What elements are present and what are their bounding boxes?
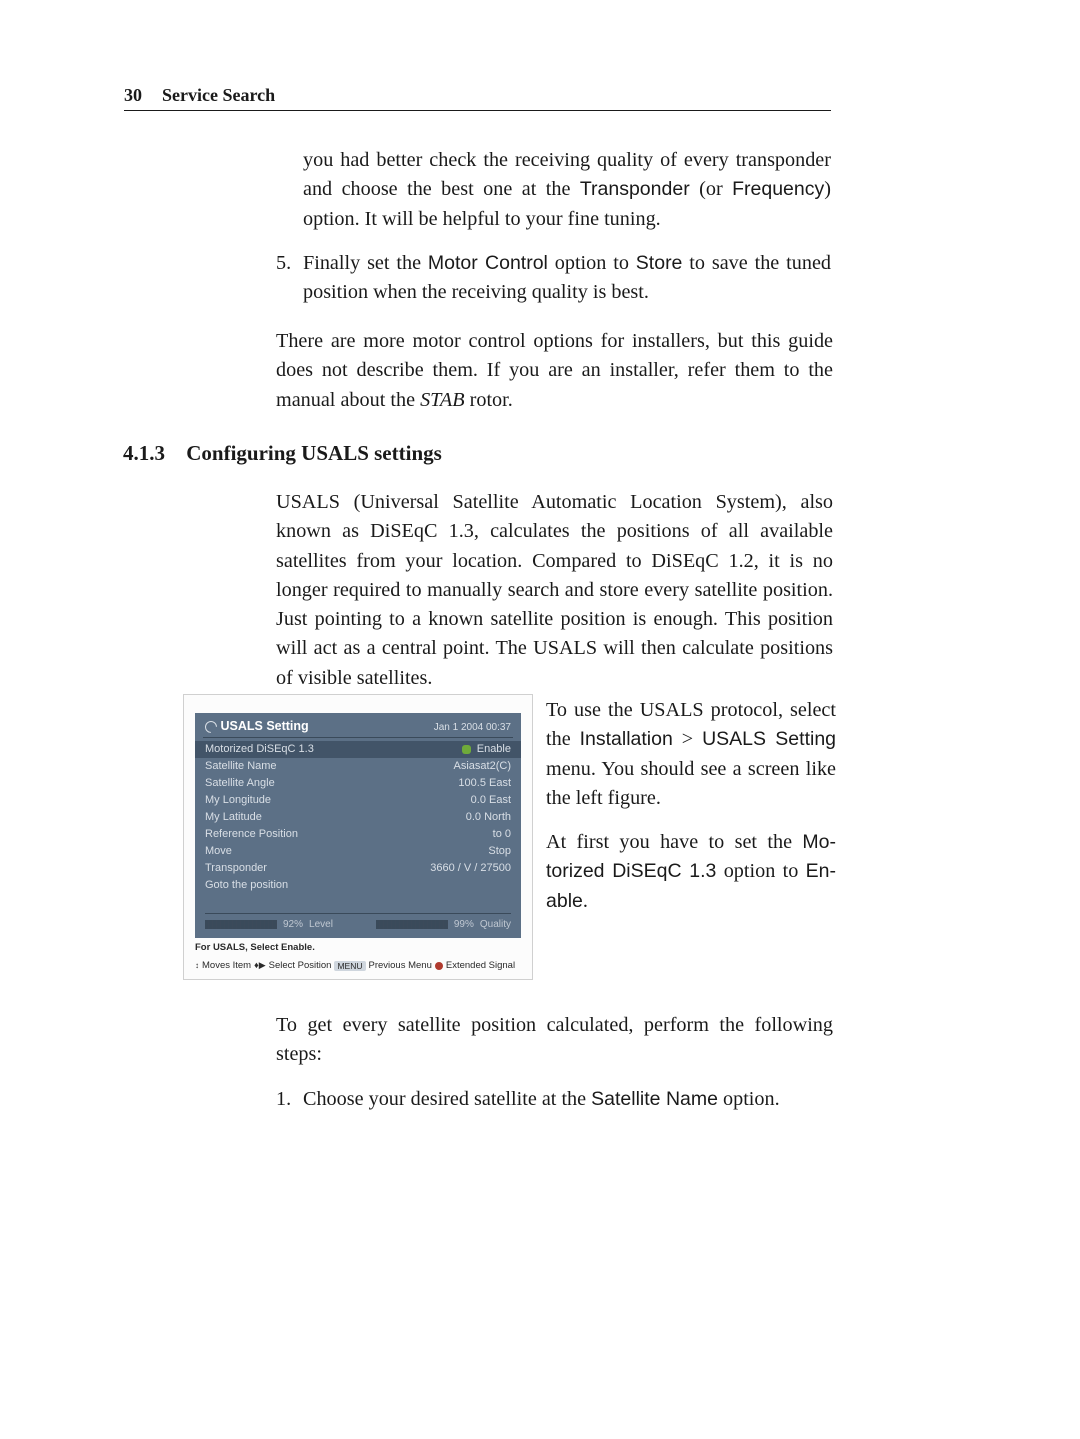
usals-row-value: 3660 / V / 27500 [430,860,511,877]
page-number: 30 [124,85,142,105]
usals-row-key: My Latitude [205,809,262,826]
menu-key-icon: MENU [334,961,365,971]
list-marker: 5. [276,249,291,278]
usals-signal-bars: 92% Level 99% Quality [205,913,511,930]
text: . [583,890,588,912]
ui-term-frequency: Frequency [732,178,824,200]
ui-term-motor-control: Motor Control [428,252,548,274]
text: Choose your desired satellite at the [303,1088,591,1110]
usals-row-value: 0.0 North [466,809,511,826]
body-paragraph: There are more motor control options for… [276,327,833,415]
red-dot-icon [435,962,443,970]
usals-description: USALS (Universal Satellite Automatic Loc… [276,488,833,693]
ui-term-usals-setting: USALS Setting [702,728,836,750]
usals-panel-title: USALS Setting [205,719,309,733]
text: There are more motor control options for… [276,330,833,411]
usals-figure: USALS Setting Jan 1 2004 00:37 Motorized… [183,694,533,980]
ui-term-transponder: Transponder [580,178,690,200]
usals-title-row: USALS Setting Jan 1 2004 00:37 [195,713,521,737]
gt-symbol: > [682,728,693,750]
text: Finally set the [303,252,428,274]
usals-row: Transponder 3660 / V / 27500 [205,860,511,877]
figure-caption-right-2: At first you have to set the Mo­torized … [546,828,836,916]
list-item-5: 5. Finally set the Motor Control option … [303,249,831,308]
usals-row-key: Reference Position [205,826,298,843]
legend-extended-signal: Extended Signal [446,960,515,971]
usals-row: Satellite Name Asiasat2(C) [205,758,511,775]
usals-hint-text: For USALS, Select Enable. [195,942,315,953]
usals-row-key: Satellite Name [205,758,277,775]
usals-panel: USALS Setting Jan 1 2004 00:37 Motorized… [195,713,521,938]
quality-bar-wrap: 99% Quality [376,919,511,930]
figure-caption-right-1: To use the USALS protocol, se­lect the I… [546,696,836,813]
quality-label: Quality [480,919,511,930]
usals-row-value: to 0 [493,826,511,843]
updown-icon: ↕ [195,961,199,970]
text: menu. You should see a screen like the l… [546,758,836,809]
usals-row-value: 0.0 East [471,792,511,809]
text: rotor. [465,389,513,411]
usals-row: Goto the position [205,877,511,894]
usals-row-key: Move [205,843,232,860]
level-bar [205,920,277,929]
usals-row-key: Satellite Angle [205,775,275,792]
quality-pct: 99% [454,919,474,930]
usals-row-value: 100.5 East [458,775,511,792]
text: option to [716,860,805,882]
legend-moves-item: Moves Item [202,960,251,971]
usals-legend-row: ↕ Moves Item ♦▶ Select Position MENU Pre… [195,960,515,971]
level-bar-wrap: 92% Level [205,919,333,930]
usals-row: Reference Position to 0 [205,826,511,843]
legend-previous-menu: Previous Menu [369,960,432,971]
ui-term-store: Store [636,252,683,274]
usals-settings-table: Motorized DiSEqC 1.3EnableSatellite Name… [195,738,521,894]
section-heading: 4.1.3 Configuring USALS settings [123,441,442,466]
bar-ticks [205,920,277,929]
page: 30 Service Search you had better check t… [0,0,1080,1439]
text: option to [548,252,636,274]
text: op­tion. [718,1088,780,1110]
level-label: Level [309,919,333,930]
list-item-1: 1. Choose your desired satellite at the … [303,1085,831,1114]
usals-datetime: Jan 1 2004 00:37 [434,722,511,733]
leftright-icon: ♦▶ [254,960,266,971]
emphasis-stab: STAB [420,389,465,411]
usals-row-key: Goto the position [205,877,288,894]
list-marker: 1. [276,1085,291,1114]
quality-bar [376,920,448,929]
header-rule [124,110,831,111]
usals-row: My Latitude 0.0 North [205,809,511,826]
usals-row-value: Stop [488,843,511,860]
section-title: Configuring USALS settings [186,441,442,465]
usals-row-key: Transponder [205,860,267,877]
ui-term-satellite-name: Satellite Name [591,1088,718,1110]
continuation-paragraph: you had better check the receiving quali… [303,146,831,234]
usals-row-key: My Longitude [205,792,271,809]
header-title: Service Search [162,85,275,105]
usals-row: Move Stop [205,843,511,860]
usals-row-key: Motorized DiSEqC 1.3 [205,741,314,758]
usals-row-value: Enable [462,741,511,758]
level-pct: 92% [283,919,303,930]
usals-row-value: Asiasat2(C) [454,758,511,775]
text: USALS Setting [220,719,308,733]
antenna-icon [205,721,217,733]
ui-term-installation: Installation [580,728,673,750]
usals-row: My Longitude 0.0 East [205,792,511,809]
running-header: 30 Service Search [124,85,831,111]
text: (or [690,178,732,200]
bar-ticks [376,920,448,929]
usals-row: Motorized DiSEqC 1.3 Enable [195,741,521,758]
text: At first you have to set the [546,831,802,853]
legend-select-position: Select Position [269,960,332,971]
steps-intro: To get every satellite position calculat… [276,1011,833,1070]
dot-icon [462,745,471,754]
section-number: 4.1.3 [123,441,181,466]
usals-row: Satellite Angle 100.5 East [205,775,511,792]
